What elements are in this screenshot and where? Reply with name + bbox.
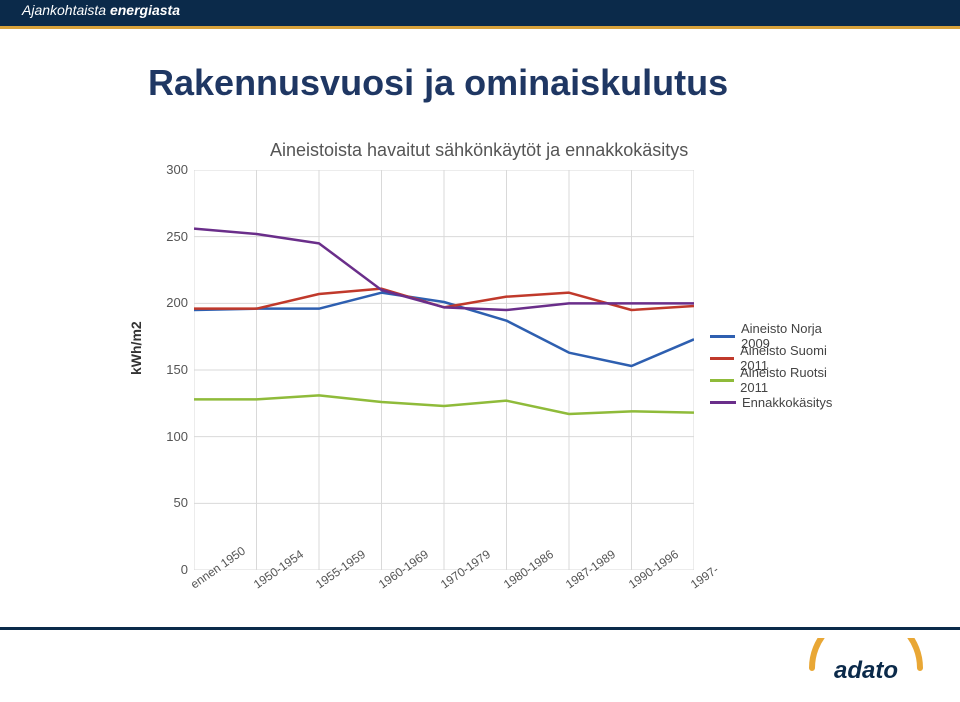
- page-title: Rakennusvuosi ja ominaiskulutus: [148, 62, 728, 104]
- y-tick-label: 0: [154, 562, 188, 577]
- header-bar: Ajankohtaista energiasta: [0, 0, 960, 38]
- legend-swatch: [710, 357, 734, 360]
- y-tick-label: 100: [154, 429, 188, 444]
- y-tick-label: 50: [154, 495, 188, 510]
- chart-legend: Aineisto Norja 2009Aineisto Suomi 2011Ai…: [710, 325, 850, 413]
- legend-swatch: [710, 379, 734, 382]
- svg-text:adato: adato: [834, 657, 898, 684]
- legend-label: Aineisto Ruotsi 2011: [740, 365, 850, 395]
- legend-item: Ennakkokäsitys: [710, 391, 850, 413]
- brand-logo: adato: [806, 638, 926, 684]
- legend-swatch: [710, 335, 735, 338]
- chart-container: kWh/m2 050100150200250300 ennen 19501950…: [110, 170, 850, 630]
- y-axis-label: kWh/m2: [128, 321, 144, 375]
- chart-plot-area: [194, 170, 694, 570]
- legend-item: Aineisto Ruotsi 2011: [710, 369, 850, 391]
- y-tick-label: 300: [154, 162, 188, 177]
- legend-swatch: [710, 401, 736, 404]
- y-tick-label: 150: [154, 362, 188, 377]
- y-tick-label: 200: [154, 295, 188, 310]
- footer-divider: [0, 627, 960, 630]
- legend-label: Ennakkokäsitys: [742, 395, 832, 410]
- chart-subtitle: Aineistoista havaitut sähkönkäytöt ja en…: [270, 140, 688, 161]
- tagline-bold: energiasta: [110, 2, 180, 18]
- y-tick-label: 250: [154, 229, 188, 244]
- header-tagline: Ajankohtaista energiasta: [22, 2, 180, 18]
- tagline-prefix: Ajankohtaista: [22, 2, 110, 18]
